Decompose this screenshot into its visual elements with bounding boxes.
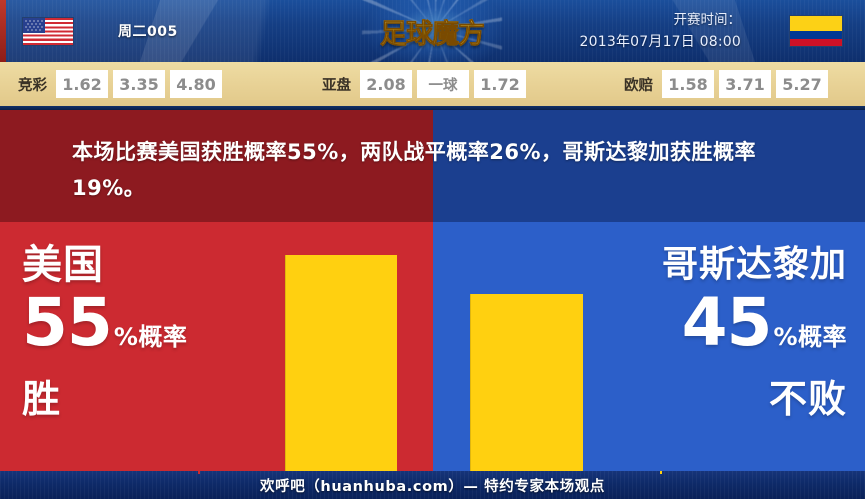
logo-starburst-icon [362, 0, 502, 62]
match-number: 周二005 [118, 24, 178, 40]
header-bar: 周二005 足球魔方 开赛时间： 2013年07月17日 08:00 [0, 0, 865, 62]
kickoff-value: 2013年07月17日 08:00 [579, 34, 741, 50]
away-team-name: 哥斯达黎加 [661, 244, 847, 285]
odds-group-oupei: 欧赔 1.58 3.71 5.27 [624, 70, 828, 98]
away-probability-unit: %概率 [773, 323, 847, 351]
footer-tick-right [660, 471, 662, 474]
odds-bar-divider [0, 106, 865, 110]
summary-banner-text: 本场比赛美国获胜概率55%，两队战平概率26%，哥斯达黎加获胜概率19%。 [72, 140, 757, 200]
odds-group-jingcai: 竞彩 1.62 3.35 4.80 [18, 70, 222, 98]
away-probability-value: 45 [681, 284, 773, 361]
kickoff-time: 开赛时间： 2013年07月17日 08:00 [491, 9, 741, 53]
site-logo[interactable]: 足球魔方 [352, 0, 512, 62]
footer-text: 欢呼吧（huanhuba.com）— 特约专家本场观点 [260, 478, 605, 495]
colombia-flag-red [790, 38, 842, 46]
odds-cell-jingcai-away[interactable]: 4.80 [170, 70, 222, 98]
odds-cell-jingcai-draw[interactable]: 3.35 [113, 70, 165, 98]
bar-away-probability [470, 294, 583, 471]
home-probability-value: 55 [22, 284, 113, 361]
logo-text: 足球魔方 [352, 12, 512, 51]
home-probability-unit: %概率 [113, 323, 188, 351]
odds-cell-yapan-handicap[interactable]: 一球 [417, 70, 469, 98]
odds-cell-jingcai-home[interactable]: 1.62 [56, 70, 108, 98]
bar-home-probability [285, 255, 397, 471]
kickoff-label: 开赛时间： [673, 12, 742, 28]
odds-group-yapan: 亚盘 2.08 一球 1.72 [322, 70, 526, 98]
footer-tick-left [198, 471, 200, 474]
away-team-stats: 哥斯达黎加 45 %概率 不败 [577, 222, 847, 471]
home-team-name: 美国 [22, 242, 104, 288]
odds-cell-oupei-home[interactable]: 1.58 [662, 70, 714, 98]
us-flag-canton [23, 18, 45, 33]
odds-cell-oupei-away[interactable]: 5.27 [776, 70, 828, 98]
odds-bar: 竞彩 1.62 3.35 4.80 亚盘 2.08 一球 1.72 欧赔 1.5… [0, 62, 865, 106]
odds-label-jingcai: 竞彩 [18, 77, 47, 94]
home-probability-row: 55 %概率 [22, 290, 272, 356]
odds-cell-oupei-draw[interactable]: 3.71 [719, 70, 771, 98]
colombia-flag-blue [790, 31, 842, 39]
odds-label-oupei: 欧赔 [624, 77, 653, 94]
away-outcome-label: 不败 [768, 377, 847, 421]
us-flag-icon [22, 17, 74, 46]
home-team-stats: 美国 55 %概率 胜 [22, 222, 272, 471]
odds-cell-yapan-away[interactable]: 1.72 [474, 70, 526, 98]
away-probability-row: 45 %概率 [577, 290, 847, 356]
colombia-flag-icon [789, 15, 843, 47]
odds-label-yapan: 亚盘 [322, 77, 351, 94]
footer-bar: 欢呼吧（huanhuba.com）— 特约专家本场观点 [0, 471, 865, 499]
header-left-accent [0, 0, 6, 62]
summary-banner: 本场比赛美国获胜概率55%，两队战平概率26%，哥斯达黎加获胜概率19%。 [0, 110, 865, 222]
odds-cell-yapan-home[interactable]: 2.08 [360, 70, 412, 98]
colombia-flag-yellow [790, 16, 842, 31]
summary-banner-left-half [0, 110, 433, 222]
home-outcome-label: 胜 [22, 377, 62, 421]
summary-banner-right-half [433, 110, 865, 222]
probability-chart: 美国 55 %概率 胜 哥斯达黎加 45 %概率 不败 [0, 222, 865, 471]
